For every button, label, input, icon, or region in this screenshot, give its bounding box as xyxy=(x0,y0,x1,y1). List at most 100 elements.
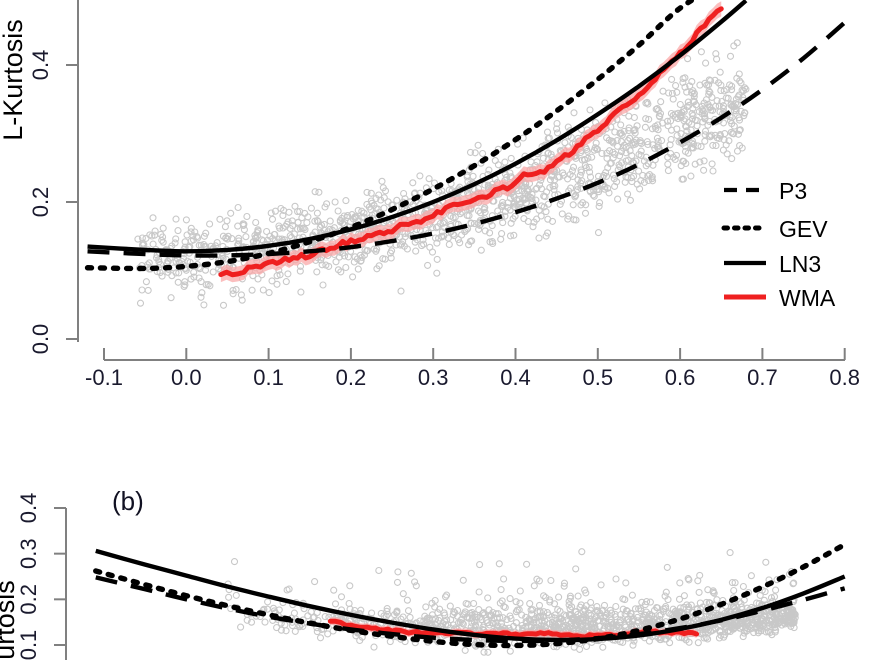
gev-curve-a xyxy=(84,0,698,272)
scatter-point xyxy=(334,207,342,215)
scatter-point xyxy=(372,247,380,255)
scatter-point xyxy=(269,604,278,612)
scatter-point xyxy=(345,599,353,608)
scatter-point xyxy=(570,190,578,198)
scatter-point xyxy=(248,286,256,294)
scatter-point xyxy=(672,151,681,159)
scatter-point xyxy=(695,588,703,596)
scatter-point xyxy=(739,93,747,101)
scatter-point xyxy=(717,81,725,89)
scatter-point xyxy=(578,156,586,164)
scatter-point xyxy=(342,263,350,272)
scatter-point xyxy=(498,202,506,211)
scatter-point xyxy=(151,231,159,239)
scatter-point xyxy=(459,576,467,584)
panel-b-y-tick-label: 0.3 xyxy=(16,538,41,569)
scatter-point xyxy=(632,157,640,165)
scatter-point xyxy=(311,217,319,225)
scatter-point xyxy=(445,240,453,249)
scatter-point xyxy=(313,268,321,276)
scatter-point xyxy=(608,609,616,617)
scatter-point xyxy=(227,209,235,217)
legend-item[interactable]: WMA xyxy=(724,285,836,311)
scatter-point xyxy=(581,161,589,170)
scatter-point xyxy=(361,246,369,254)
scatter-point xyxy=(159,233,167,241)
scatter-point xyxy=(172,215,180,223)
scatter-point xyxy=(156,260,165,268)
scatter-point xyxy=(510,203,518,211)
scatter-point xyxy=(567,133,575,142)
scatter-point xyxy=(644,176,653,185)
scatter-point xyxy=(726,52,735,60)
scatter-point xyxy=(666,639,674,647)
scatter-point xyxy=(524,217,532,226)
scatter-point xyxy=(383,605,391,613)
scatter-point xyxy=(609,137,617,146)
scatter-point xyxy=(681,83,689,91)
scatter-point xyxy=(484,594,492,602)
scatter-point xyxy=(424,261,432,269)
scatter-point xyxy=(321,613,329,621)
scatter-point xyxy=(628,152,636,160)
legend-item[interactable]: LN3 xyxy=(724,251,821,277)
scatter-point xyxy=(499,219,507,227)
panel-a-axes: 0.0 0.2 0.4 -0.1 0.0 0.1 0.2 0.3 0.4 0.5 0.6 0.7 0.8 xyxy=(28,0,860,390)
scatter-point xyxy=(611,128,619,136)
panel-a-x-tick-label: 0.5 xyxy=(583,365,614,390)
scatter-point xyxy=(136,299,145,307)
scatter-point xyxy=(600,601,609,609)
scatter-point xyxy=(540,612,548,620)
scatter-point xyxy=(595,202,603,210)
scatter-point xyxy=(698,106,706,114)
scatter-point xyxy=(289,222,297,230)
scatter-point xyxy=(527,618,535,626)
scatter-point xyxy=(528,610,536,618)
scatter-point xyxy=(564,123,572,131)
panel-a-x-tick-label: 0.0 xyxy=(171,365,202,390)
scatter-point xyxy=(243,212,251,221)
scatter-point xyxy=(498,230,506,238)
scatter-point xyxy=(593,186,601,194)
panel-b-y-axis-title: urtosis xyxy=(0,580,20,660)
scatter-point xyxy=(318,261,326,269)
scatter-point xyxy=(629,641,637,649)
scatter-point xyxy=(624,137,632,145)
scatter-point xyxy=(484,648,492,656)
scatter-point xyxy=(277,626,285,634)
panel-a-y-axis-title: L-Kurtosis xyxy=(0,19,28,141)
scatter-point xyxy=(171,239,179,247)
scatter-point xyxy=(428,599,436,607)
scatter-point xyxy=(555,615,563,623)
scatter-point xyxy=(767,594,776,602)
scatter-point xyxy=(654,137,662,146)
scatter-point xyxy=(620,127,628,135)
scatter-point xyxy=(671,113,679,121)
scatter-point xyxy=(491,157,499,165)
scatter-point xyxy=(667,109,675,118)
scatter-point xyxy=(496,614,504,622)
scatter-point xyxy=(386,249,395,257)
scatter-point xyxy=(664,167,672,175)
scatter-point xyxy=(332,258,340,266)
scatter-point xyxy=(643,598,651,606)
scatter-point xyxy=(726,549,734,557)
legend-item[interactable]: GEV xyxy=(721,216,828,242)
scatter-point xyxy=(730,586,738,595)
scatter-point xyxy=(501,603,509,612)
scatter-point xyxy=(475,621,483,629)
scatter-point xyxy=(694,639,702,647)
scatter-point xyxy=(138,234,146,242)
scatter-point xyxy=(142,278,150,286)
scatter-point xyxy=(543,128,552,136)
scatter-point xyxy=(481,227,489,235)
legend-item[interactable]: P3 xyxy=(724,178,807,204)
scatter-point xyxy=(537,212,545,220)
scatter-point xyxy=(609,171,618,179)
scatter-point xyxy=(145,259,153,267)
scatter-point xyxy=(506,595,514,603)
scatter-point xyxy=(282,278,290,286)
scatter-point xyxy=(644,100,652,108)
scatter-point xyxy=(340,212,348,220)
